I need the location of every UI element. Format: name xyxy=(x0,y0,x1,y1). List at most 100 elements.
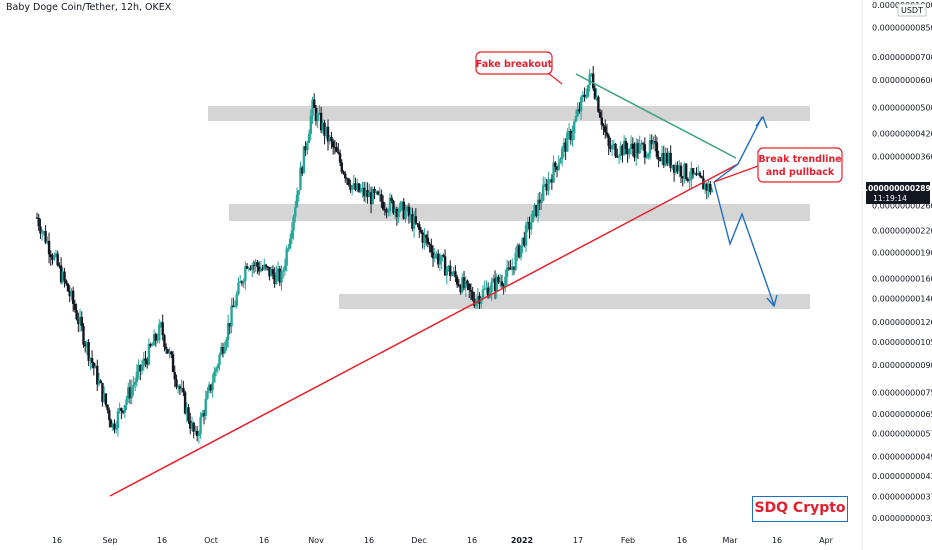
candle-up xyxy=(46,240,49,243)
candle-down xyxy=(686,178,690,181)
candle-down xyxy=(564,142,567,152)
candle-down xyxy=(684,163,688,179)
candle-up xyxy=(645,157,648,159)
time-axis[interactable]: 16 Sep 16 Oct 16 Nov 16 Dec 16 2022 17 Feb 16 Mar 16 Ap… xyxy=(52,536,834,545)
candle-down xyxy=(39,226,42,234)
candle-up xyxy=(461,277,464,293)
candle-down xyxy=(624,141,628,149)
price-tick-label: 0.000000001200 xyxy=(872,318,932,327)
candle-down xyxy=(502,285,505,287)
candle-down xyxy=(354,183,357,190)
time-tick-label: Sep xyxy=(102,536,117,545)
time-tick-label: 16 xyxy=(467,536,477,545)
candle-up xyxy=(102,393,106,402)
candle-down xyxy=(462,277,466,288)
candle-down xyxy=(164,346,168,350)
candle-up xyxy=(306,142,309,151)
candle-down xyxy=(73,303,77,311)
candle-down xyxy=(113,423,116,430)
candle-up xyxy=(225,339,228,348)
candle-up xyxy=(559,158,562,164)
candle-down xyxy=(449,265,452,277)
candle-up xyxy=(220,347,223,355)
candle-up xyxy=(447,265,450,269)
candle-up xyxy=(667,152,671,164)
candle-up xyxy=(156,340,159,342)
candle-down xyxy=(650,140,653,145)
candle-up xyxy=(151,345,154,347)
candle-up xyxy=(690,168,693,180)
candle-up xyxy=(237,282,240,295)
candle-down xyxy=(228,323,232,327)
candle-up xyxy=(567,130,571,133)
candle-up xyxy=(116,411,120,429)
candle-up xyxy=(562,142,566,149)
candle-down xyxy=(662,153,665,166)
candle-down xyxy=(349,184,352,190)
candle-up xyxy=(440,255,443,262)
candle-down xyxy=(643,144,647,158)
candle-down xyxy=(593,88,597,99)
candle-up xyxy=(223,347,226,354)
candle-up xyxy=(516,245,519,253)
candle-up xyxy=(288,238,292,249)
candle-down xyxy=(679,165,683,177)
candle-down xyxy=(71,290,75,304)
candle-down xyxy=(331,141,335,148)
descending-resistance-line[interactable] xyxy=(575,73,737,159)
candle-down xyxy=(47,240,51,255)
candle-down xyxy=(486,287,490,298)
candle-down xyxy=(337,151,340,154)
candle-up xyxy=(400,201,404,203)
candle-up xyxy=(378,194,381,196)
time-tick-label: 17 xyxy=(573,536,583,545)
candle-down xyxy=(604,126,607,133)
candle-down xyxy=(459,286,462,293)
candle-up xyxy=(42,231,46,233)
price-axis[interactable]: 0.0000000100000.0000000085000.0000000070… xyxy=(872,1,932,523)
price-tick-label: 0.000000001600 xyxy=(872,275,932,284)
candle-down xyxy=(416,223,419,225)
candle-up xyxy=(560,148,564,159)
currency-box[interactable] xyxy=(897,3,927,17)
candle-up xyxy=(531,210,535,223)
candle-up xyxy=(115,428,118,430)
candle-up xyxy=(640,143,643,145)
candle-up xyxy=(295,194,299,208)
candle-up xyxy=(318,112,321,114)
candle-down xyxy=(469,289,473,292)
candle-down xyxy=(314,107,318,122)
bearish-projection-path xyxy=(713,181,775,306)
bullish-projection-path xyxy=(713,116,763,183)
candle-down xyxy=(366,189,369,198)
price-tick-label: 0.000000003600 xyxy=(872,153,932,162)
candle-down xyxy=(300,167,304,174)
candle-up xyxy=(78,316,82,325)
candle-down xyxy=(178,386,182,390)
candle-up xyxy=(226,323,230,340)
candle-up xyxy=(316,113,319,122)
candle-down xyxy=(84,344,87,347)
last-price-value: 0.0000000002890 xyxy=(860,184,932,193)
ascending-trendline[interactable] xyxy=(109,163,739,497)
candle-up xyxy=(204,398,207,416)
candle-up xyxy=(617,155,621,157)
candle-up xyxy=(445,268,449,276)
candle-up xyxy=(529,222,533,230)
candle-up xyxy=(628,148,631,155)
candle-down xyxy=(161,322,164,336)
candle-up xyxy=(492,278,495,283)
candle-down xyxy=(92,363,96,369)
candle-down xyxy=(626,148,629,155)
candle-down xyxy=(545,183,548,191)
candle-up xyxy=(147,344,151,365)
candle-up xyxy=(54,253,58,256)
candle-down xyxy=(163,335,166,347)
candle-up xyxy=(307,133,311,143)
candle-up xyxy=(251,265,254,270)
time-tick-label: 16 xyxy=(157,536,167,545)
candle-down xyxy=(66,283,70,292)
candle-down xyxy=(77,319,80,325)
candle-up xyxy=(688,179,691,181)
